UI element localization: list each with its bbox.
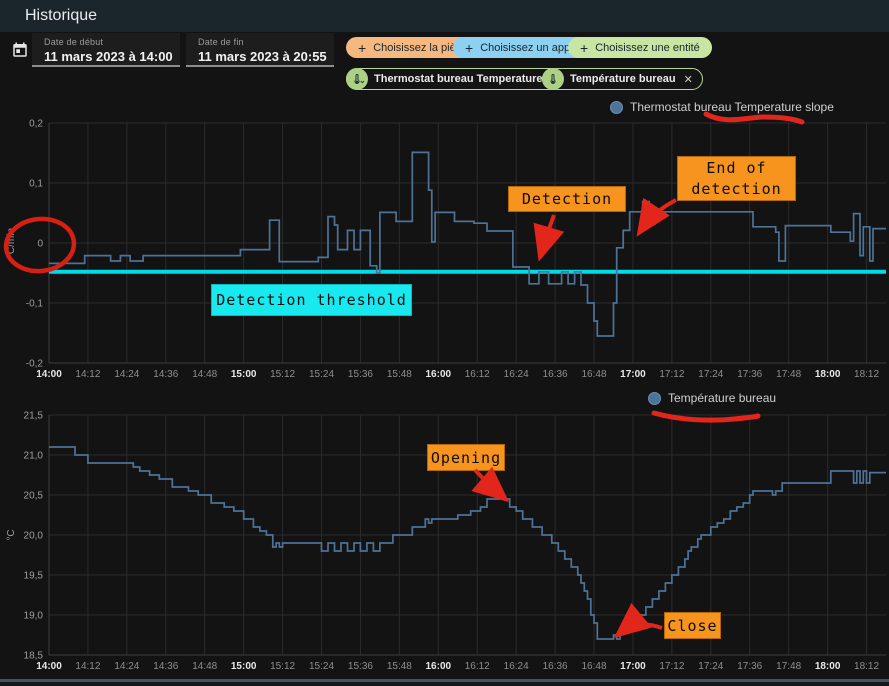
svg-text:16:12: 16:12 xyxy=(465,661,490,672)
svg-text:17:48: 17:48 xyxy=(776,661,801,672)
date-end-value: 11 mars 2023 à 20:55 xyxy=(198,49,327,64)
svg-text:21,0: 21,0 xyxy=(24,451,44,462)
choose-area-button[interactable]: + Choisissez la pièce xyxy=(346,37,480,58)
plus-icon: + xyxy=(465,39,474,56)
svg-text:14:00: 14:00 xyxy=(36,369,62,380)
choose-entity-label: Choisissez une entité xyxy=(595,41,700,54)
date-start-value: 11 mars 2023 à 14:00 xyxy=(44,49,173,64)
plus-icon: + xyxy=(580,39,589,56)
svg-text:17:36: 17:36 xyxy=(737,369,762,380)
svg-text:16:12: 16:12 xyxy=(465,369,490,380)
date-start-picker[interactable]: Date de début 11 mars 2023 à 14:00 xyxy=(32,33,180,67)
svg-text:20,0: 20,0 xyxy=(24,531,44,542)
thermometer-icon xyxy=(542,68,564,90)
slope-chart[interactable]: 0,2 0,1 0 -0,1 -0,214:00 14:12 14:24 14:36 14:48… xyxy=(0,100,889,385)
entity-chip-label: Température bureau xyxy=(570,73,676,85)
svg-text:-0,2: -0,2 xyxy=(26,359,44,370)
legend-temperature[interactable]: Température bureau xyxy=(648,391,776,405)
svg-text:15:48: 15:48 xyxy=(387,661,412,672)
svg-text:17:00: 17:00 xyxy=(620,369,646,380)
svg-text:14:48: 14:48 xyxy=(192,661,217,672)
svg-text:17:12: 17:12 xyxy=(659,661,684,672)
annotation-close: Close xyxy=(664,612,721,639)
choose-device-label: Choisissez un appareil xyxy=(480,41,591,54)
svg-text:16:24: 16:24 xyxy=(504,369,529,380)
choose-device-button[interactable]: + Choisissez un appareil xyxy=(453,37,603,58)
page-title: Historique xyxy=(25,7,98,24)
app-header: Historique xyxy=(0,0,889,32)
svg-text:15:36: 15:36 xyxy=(348,369,373,380)
annotation-detection: Detection xyxy=(508,186,626,212)
bottom-panel-edge xyxy=(0,679,889,686)
svg-text:18,5: 18,5 xyxy=(24,651,44,662)
remove-entity-icon[interactable]: ✕ xyxy=(683,73,693,86)
svg-text:-0,1: -0,1 xyxy=(26,299,44,310)
choose-area-label: Choisissez la pièce xyxy=(373,41,468,54)
svg-text:19,5: 19,5 xyxy=(24,571,44,582)
svg-text:19,0: 19,0 xyxy=(24,611,44,622)
svg-text:14:36: 14:36 xyxy=(153,369,178,380)
calendar-icon[interactable] xyxy=(11,41,29,59)
svg-text:14:12: 14:12 xyxy=(75,369,100,380)
choose-entity-button[interactable]: + Choisissez une entité xyxy=(568,37,712,58)
svg-text:18:12: 18:12 xyxy=(854,369,879,380)
svg-text:15:00: 15:00 xyxy=(231,369,257,380)
annotation-detection-threshold: Detection threshold xyxy=(211,284,412,316)
svg-text:18:00: 18:00 xyxy=(815,661,841,672)
svg-text:15:12: 15:12 xyxy=(270,369,295,380)
svg-text:14:12: 14:12 xyxy=(75,661,100,672)
svg-text:17:00: 17:00 xyxy=(620,661,646,672)
legend-dot xyxy=(610,100,623,114)
svg-text:15:36: 15:36 xyxy=(348,661,373,672)
svg-text:20,5: 20,5 xyxy=(24,491,44,502)
svg-text:16:24: 16:24 xyxy=(504,661,529,672)
svg-text:16:36: 16:36 xyxy=(543,661,568,672)
annotation-opening: Opening xyxy=(427,444,505,471)
legend-label: Température bureau xyxy=(668,391,777,405)
svg-text:15:12: 15:12 xyxy=(270,661,295,672)
svg-text:14:36: 14:36 xyxy=(153,661,178,672)
svg-text:15:24: 15:24 xyxy=(309,369,334,380)
chevron-down-icon: ⌄ xyxy=(359,76,366,85)
date-start-label: Date de début xyxy=(44,37,104,47)
svg-text:21,5: 21,5 xyxy=(24,411,44,422)
temperature-chart[interactable]: 21,5 21,0 20,5 20,0 19,5 19,0 18,514:00 14:12 14… xyxy=(0,385,889,679)
svg-text:16:00: 16:00 xyxy=(426,661,452,672)
svg-text:0: 0 xyxy=(37,239,43,250)
svg-text:17:12: 17:12 xyxy=(659,369,684,380)
plus-icon: + xyxy=(358,39,367,56)
legend-dot xyxy=(648,391,661,405)
svg-text:16:00: 16:00 xyxy=(426,369,452,380)
svg-text:17:24: 17:24 xyxy=(698,661,723,672)
svg-text:°C: °C xyxy=(6,529,17,540)
entity-chip-label: Thermostat bureau Temperature slope xyxy=(374,73,575,85)
date-end-picker[interactable]: Date de fin 11 mars 2023 à 20:55 xyxy=(186,33,334,67)
svg-text:16:48: 16:48 xyxy=(582,661,607,672)
svg-text:14:24: 14:24 xyxy=(114,369,139,380)
svg-text:°C/min: °C/min xyxy=(6,228,17,258)
legend-thermostat-slope[interactable]: Thermostat bureau Temperature slope xyxy=(610,100,834,114)
svg-text:16:48: 16:48 xyxy=(582,369,607,380)
svg-text:17:36: 17:36 xyxy=(737,661,762,672)
svg-text:15:24: 15:24 xyxy=(309,661,334,672)
svg-text:15:00: 15:00 xyxy=(231,661,257,672)
date-end-label: Date de fin xyxy=(198,37,244,47)
annotation-end-of-detection: End of detection xyxy=(677,156,796,201)
svg-text:0,2: 0,2 xyxy=(29,119,43,130)
svg-text:14:48: 14:48 xyxy=(192,369,217,380)
entity-chip-temperature[interactable]: Température bureau ✕ xyxy=(542,68,703,90)
svg-text:14:24: 14:24 xyxy=(114,661,139,672)
svg-text:18:00: 18:00 xyxy=(815,369,841,380)
svg-text:16:36: 16:36 xyxy=(543,369,568,380)
svg-text:17:48: 17:48 xyxy=(776,369,801,380)
thermometer-icon xyxy=(346,68,368,90)
svg-text:17:24: 17:24 xyxy=(698,369,723,380)
svg-text:0,1: 0,1 xyxy=(29,179,43,190)
legend-label: Thermostat bureau Temperature slope xyxy=(630,100,834,114)
svg-text:18:12: 18:12 xyxy=(854,661,879,672)
svg-text:15:48: 15:48 xyxy=(387,369,412,380)
svg-text:14:00: 14:00 xyxy=(36,661,62,672)
